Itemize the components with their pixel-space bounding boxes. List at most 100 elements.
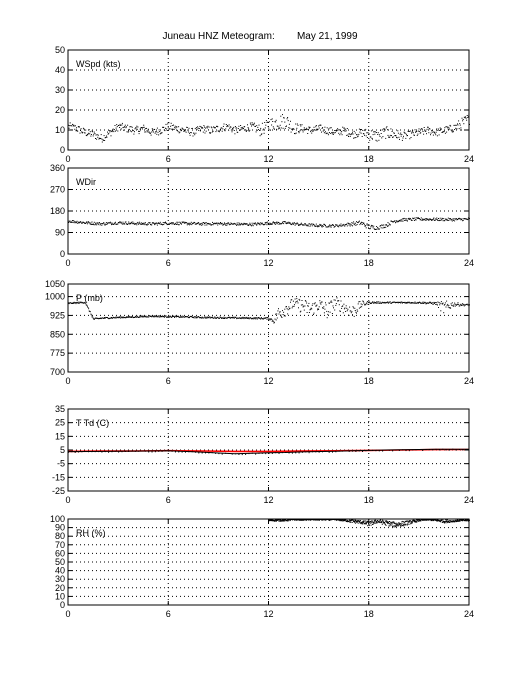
data-point [349, 136, 351, 137]
data-point [171, 450, 173, 452]
data-point [227, 222, 229, 224]
data-point [309, 126, 311, 128]
data-point [72, 303, 73, 304]
data-point [306, 224, 308, 226]
x-tick-label: 18 [364, 495, 374, 505]
data-point [420, 302, 422, 304]
data-point [270, 318, 272, 320]
data-point [256, 129, 258, 131]
y-tick-label: 700 [50, 367, 65, 377]
data-point [132, 130, 134, 132]
data-point [326, 127, 328, 129]
data-point [436, 304, 438, 306]
data-point [419, 302, 421, 304]
data-point [77, 222, 79, 224]
data-point [274, 121, 276, 123]
data-point [225, 223, 227, 225]
data-point [378, 450, 380, 452]
y-tick-label: 1050 [45, 279, 65, 289]
data-point [216, 222, 217, 224]
data-point [427, 219, 429, 220]
data-point [128, 130, 130, 132]
data-point [386, 126, 388, 128]
data-point [263, 317, 265, 319]
data-point [171, 316, 173, 318]
data-point [358, 221, 360, 223]
data-point [162, 315, 164, 317]
data-point [362, 522, 363, 524]
data-point [86, 304, 88, 306]
data-point [209, 317, 211, 319]
data-point [375, 522, 377, 524]
data-point [154, 451, 156, 453]
data-point [198, 316, 200, 318]
data-point [132, 223, 134, 225]
data-point [216, 222, 218, 224]
data-point [124, 223, 126, 225]
data-point [467, 304, 469, 306]
data-point [251, 225, 252, 227]
data-point [422, 219, 424, 221]
data-point [401, 301, 403, 303]
data-point [440, 521, 441, 523]
data-point [408, 301, 410, 303]
data-point [392, 450, 394, 452]
data-point [208, 223, 209, 225]
data-point [361, 523, 363, 525]
data-point [110, 317, 112, 319]
data-point [73, 301, 75, 303]
data-point [351, 519, 353, 521]
data-point [412, 449, 414, 451]
data-point [347, 519, 349, 521]
data-point [206, 126, 208, 128]
data-point [287, 117, 289, 118]
data-point [93, 224, 95, 226]
data-point [259, 317, 260, 319]
data-point [350, 134, 352, 136]
data-point [367, 303, 369, 305]
data-point [178, 316, 180, 318]
data-point [139, 315, 141, 317]
data-point [284, 221, 286, 223]
data-point [173, 129, 175, 130]
y-tick-label: -5 [57, 459, 65, 469]
data-point [344, 307, 346, 309]
data-point [128, 315, 130, 317]
data-point [265, 120, 267, 122]
data-point [243, 318, 245, 320]
data-point [405, 133, 407, 135]
data-point [311, 304, 313, 306]
data-point [192, 135, 194, 137]
data-point [428, 302, 430, 304]
data-point [293, 128, 295, 130]
data-point [188, 222, 190, 224]
data-point [174, 127, 176, 129]
data-point [248, 318, 250, 320]
data-point [353, 137, 355, 139]
data-point [422, 131, 424, 132]
data-point [339, 310, 341, 312]
data-point [397, 221, 399, 222]
data-point [148, 315, 150, 317]
data-point [378, 521, 380, 523]
data-point [335, 130, 337, 132]
data-point [462, 303, 464, 305]
data-point [354, 137, 356, 139]
data-point [287, 222, 289, 224]
data-point [456, 304, 458, 306]
data-point [337, 128, 339, 130]
data-point [183, 221, 185, 223]
data-point [374, 133, 376, 135]
data-point [382, 227, 384, 229]
data-point [178, 316, 180, 318]
data-point [321, 301, 323, 303]
data-point [295, 123, 297, 125]
data-point [437, 519, 439, 521]
data-point [381, 224, 383, 226]
data-point [295, 302, 297, 304]
data-point [222, 224, 224, 226]
data-point [398, 220, 400, 222]
data-point [360, 129, 361, 130]
data-point [436, 519, 437, 521]
data-point [226, 223, 228, 225]
